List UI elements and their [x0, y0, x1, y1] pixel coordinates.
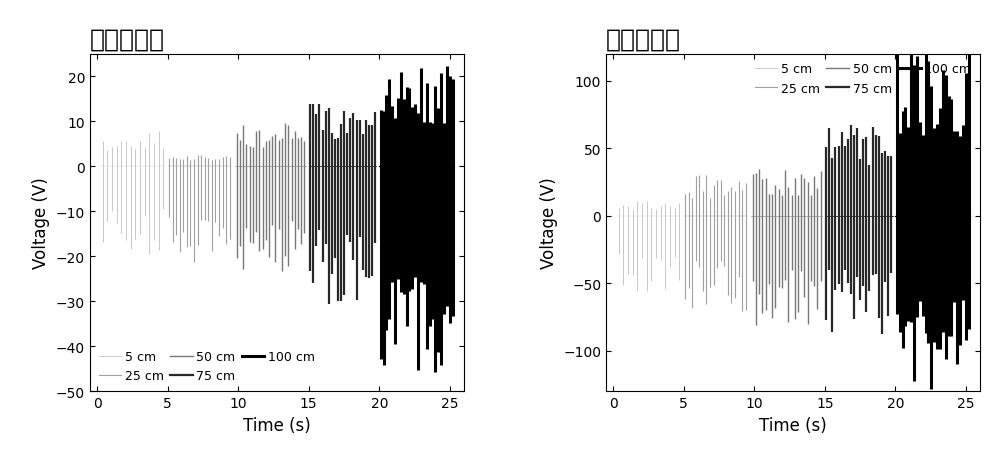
Text: 超疏水薄膜: 超疏水薄膜: [606, 27, 681, 51]
Legend: 5 cm, 25 cm, 50 cm, 75 cm, 100 cm: 5 cm, 25 cm, 50 cm, 75 cm, 100 cm: [96, 348, 318, 385]
X-axis label: Time (s): Time (s): [243, 416, 311, 434]
Text: 未処理薄膜: 未処理薄膜: [90, 27, 165, 51]
Y-axis label: Voltage (V): Voltage (V): [540, 177, 558, 269]
Y-axis label: Voltage (V): Voltage (V): [32, 177, 50, 269]
Legend: 5 cm, 25 cm, 50 cm, 75 cm, 100 cm: 5 cm, 25 cm, 50 cm, 75 cm, 100 cm: [752, 61, 974, 98]
X-axis label: Time (s): Time (s): [759, 416, 827, 434]
